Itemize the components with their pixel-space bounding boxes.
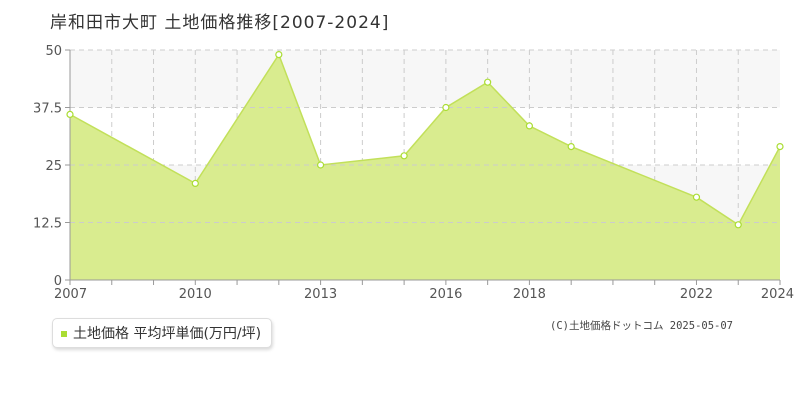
- data-point: [525, 122, 534, 130]
- data-point: [692, 193, 701, 201]
- x-tick-label: 2007: [54, 287, 87, 302]
- axes: [65, 49, 781, 285]
- x-tick-label: 2016: [429, 287, 462, 302]
- legend-label: 土地価格 平均坪単価(万円/坪): [73, 326, 262, 342]
- area-layer: [70, 54, 780, 280]
- x-tick-labels: 2007 2010 2013 2016 2018 2022 2024: [54, 287, 794, 302]
- data-point: [734, 221, 742, 229]
- data-point: [275, 50, 283, 59]
- x-tick-label: 2024: [761, 287, 794, 302]
- data-point: [484, 78, 492, 86]
- y-tick-label: 37.5: [33, 102, 62, 117]
- series-line: [69, 52, 781, 226]
- y-tick-label: 12.5: [33, 217, 62, 232]
- marker-layer: [66, 50, 784, 229]
- horizontal-grid: [70, 49, 780, 223]
- legend-swatch: [61, 331, 67, 337]
- legend: 土地価格 平均坪単価(万円/坪): [52, 318, 273, 348]
- data-point: [66, 110, 74, 119]
- y-tick-labels: 0 12.5 25 37.5 50: [33, 44, 62, 289]
- x-tick-label: 2013: [304, 287, 337, 302]
- x-tick-label: 2018: [513, 287, 546, 302]
- y-tick-label: 0: [54, 274, 62, 289]
- chart-title: 岸和田市大町 土地価格推移[2007-2024]: [50, 13, 390, 33]
- price-area: [70, 54, 780, 280]
- y-tick-label: 50: [45, 44, 62, 59]
- x-tick-label: 2022: [680, 287, 713, 302]
- copyright-text: (C)土地価格ドットコム 2025-05-07: [550, 320, 734, 332]
- line-layer: [69, 52, 781, 226]
- data-point: [316, 161, 325, 169]
- background-band: [70, 50, 780, 108]
- data-point: [442, 103, 450, 112]
- data-point: [776, 143, 784, 151]
- x-tick-label: 2010: [179, 287, 212, 302]
- data-point: [191, 179, 199, 187]
- data-point: [400, 152, 408, 160]
- y-tick-label: 25: [45, 159, 62, 174]
- data-point: [567, 143, 575, 151]
